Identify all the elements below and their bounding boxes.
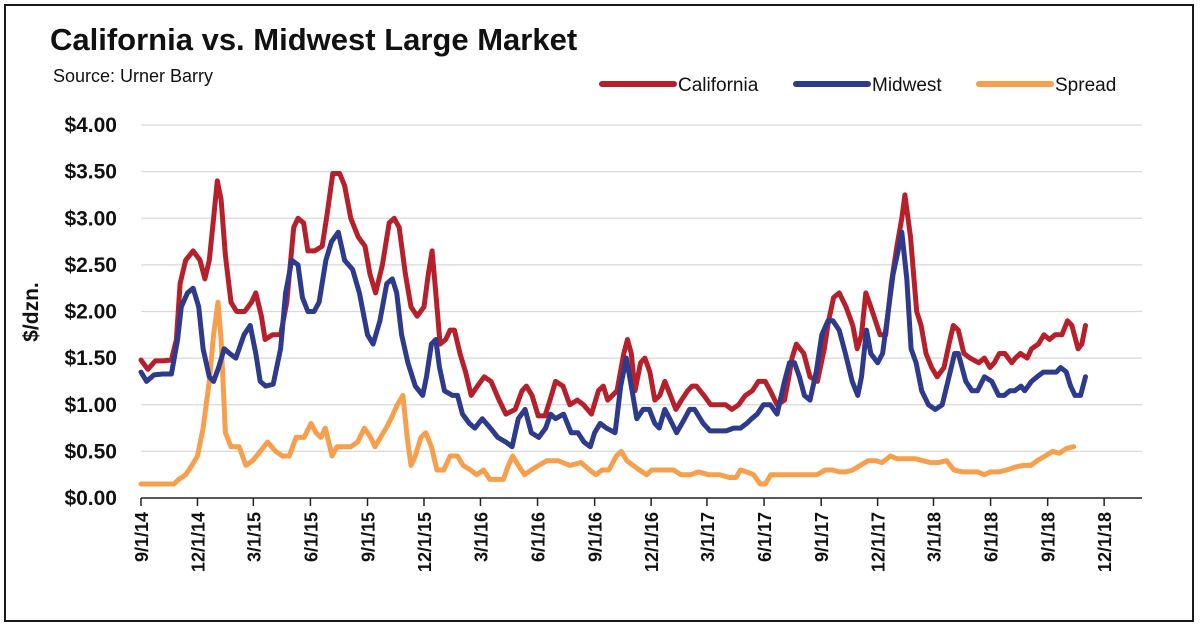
series-line-california [138,171,1088,419]
x-tick-label: 9/1/16 [586,512,606,562]
legend-label-california: California [678,75,759,96]
series-line-spread [138,299,1077,487]
y-tick-label: $0.50 [64,440,117,463]
x-tick-label: 9/1/15 [359,512,379,562]
legend-label-midwest: Midwest [872,75,942,96]
x-tick-label: 3/1/15 [244,512,264,562]
x-tick-label: 6/1/16 [529,512,549,562]
x-tick-label: 12/1/18 [1095,512,1115,572]
y-tick-label: $3.50 [64,161,117,184]
y-tick-label: $1.00 [64,394,117,417]
x-tick-label: 3/1/18 [924,512,944,562]
y-tick-label: $2.50 [64,254,117,277]
y-tick-label: $1.50 [64,347,117,370]
x-tick-label: 6/1/15 [301,512,321,562]
x-tick-label: 9/1/17 [812,512,832,562]
x-tick-label: 3/1/17 [698,512,718,562]
x-tick-label: 12/1/16 [642,512,662,572]
chart-subtitle: Source: Urner Barry [53,66,214,86]
y-axis-ticks: $0.00 $0.50 $1.00 $1.50 $2.00 $2.50 $3.00 $3.50… [64,114,117,510]
x-tick-label: 6/1/18 [982,512,1002,562]
x-tick-label: 12/1/17 [869,512,889,572]
x-tick-label: 3/1/16 [471,512,491,562]
y-tick-label: $4.00 [64,114,117,137]
x-tick-label: 6/1/17 [755,512,775,562]
gridlines [141,124,1142,452]
legend: California Midwest Spread [599,75,1116,96]
chart-frame [4,4,1194,622]
y-tick-label: $2.00 [64,301,117,324]
series-line-midwest [138,229,1088,450]
x-tick-label: 12/1/15 [415,512,435,572]
y-tick-label: $0.00 [64,487,117,510]
series-lines [138,171,1088,487]
y-axis-title: $/dzn. [20,282,43,342]
x-tick-label: 12/1/14 [188,512,208,572]
chart-title: California vs. Midwest Large Market [50,22,578,57]
x-tick-label: 9/1/18 [1039,512,1059,562]
x-tick-label: 9/1/14 [132,512,152,562]
x-axis-ticks: 9/1/14 12/1/14 3/1/15 6/1/15 9/1/15 12/1/15 3/… [132,498,1115,572]
legend-label-spread: Spread [1055,75,1116,96]
y-tick-label: $3.00 [64,207,117,230]
